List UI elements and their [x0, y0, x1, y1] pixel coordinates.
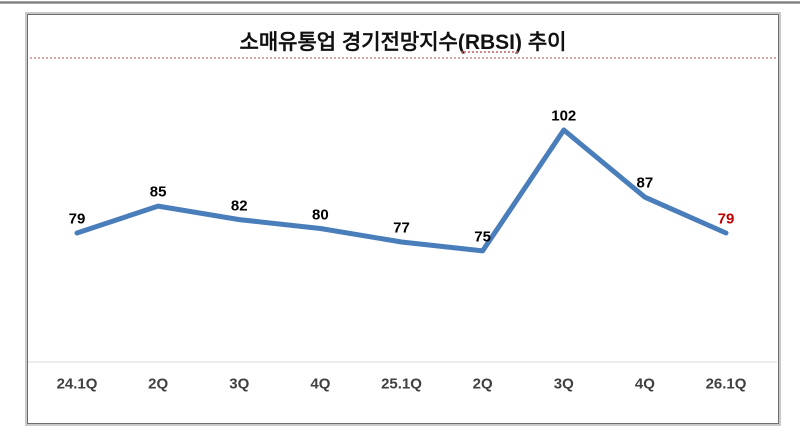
value-label: 87 — [636, 174, 654, 192]
chart-title: 소매유통업 경기전망지수(RBSI) 추이 — [239, 31, 567, 54]
x-axis-label: 26.1Q — [705, 375, 747, 393]
x-axis-label: 3Q — [553, 375, 574, 393]
x-axis-label: 3Q — [229, 375, 250, 393]
value-label: 79 — [717, 210, 735, 228]
title-divider — [30, 57, 776, 59]
x-axis-label: 25.1Q — [381, 375, 422, 393]
value-label: 102 — [551, 107, 577, 125]
x-axis-label: 2Q — [472, 375, 493, 393]
value-label: 82 — [230, 197, 248, 215]
x-axis-label: 2Q — [148, 375, 169, 393]
value-label: 77 — [393, 219, 410, 237]
value-label: 85 — [149, 183, 167, 201]
value-label: 75 — [474, 228, 491, 246]
value-label: 80 — [312, 206, 329, 224]
spellcheck-underline — [461, 51, 518, 53]
x-axis-label: 4Q — [634, 375, 655, 393]
top-divider — [0, 1, 800, 4]
x-axis-label: 4Q — [310, 375, 331, 393]
value-label: 79 — [68, 210, 86, 228]
x-axis-label: 24.1Q — [56, 375, 98, 393]
